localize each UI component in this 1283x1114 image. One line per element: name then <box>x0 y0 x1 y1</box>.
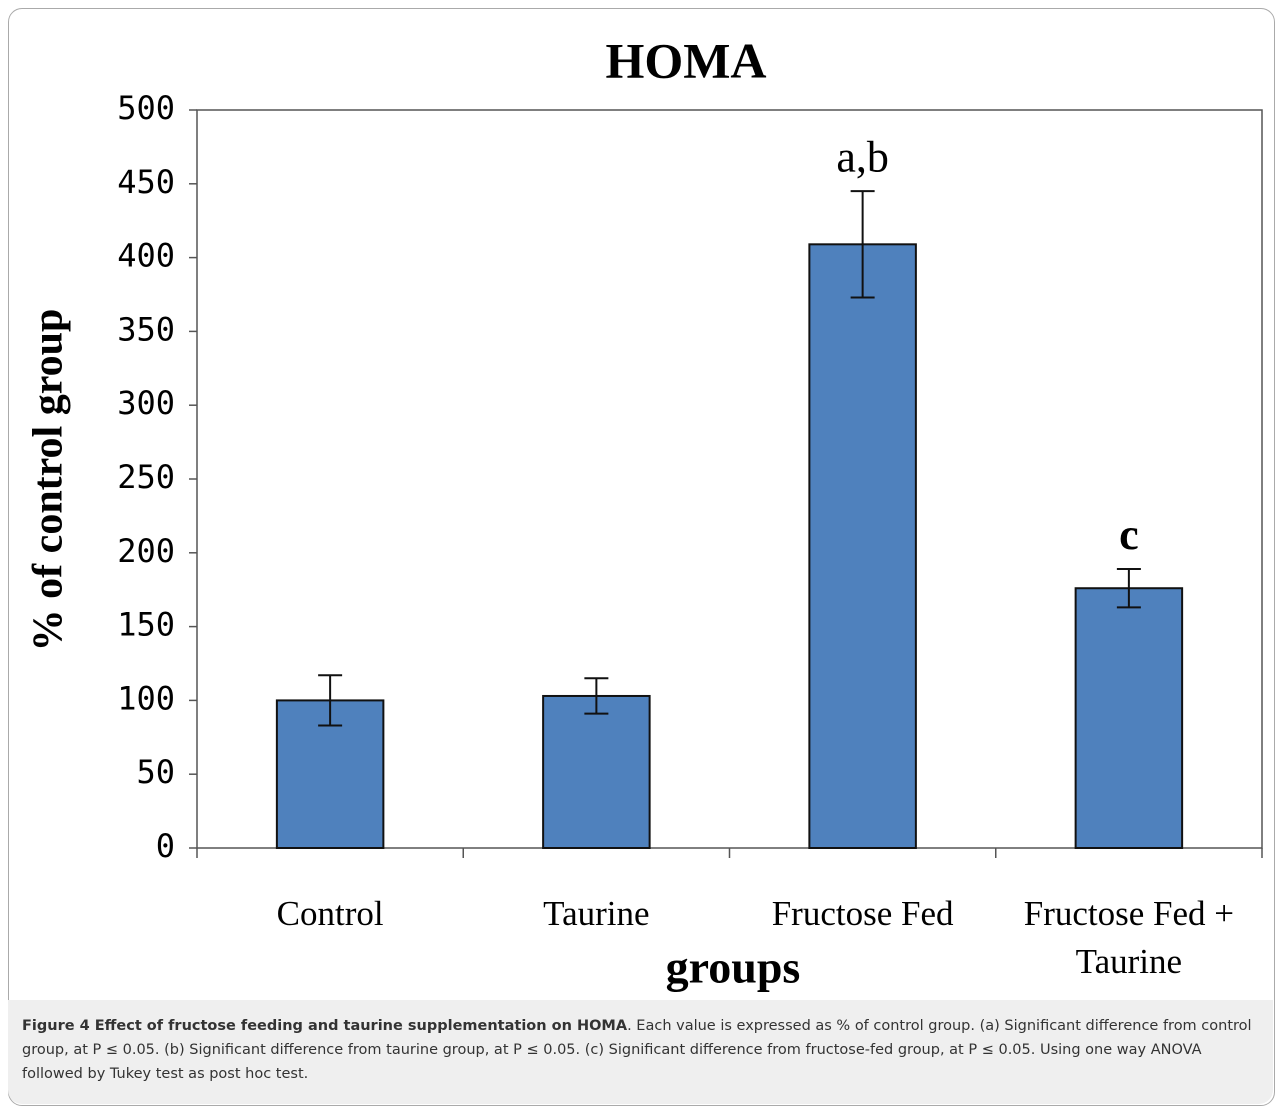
x-tick-label-box: Fructose Fed <box>771 894 954 933</box>
caption-label: Figure 4 Effect of fructose feeding and … <box>22 1018 628 1034</box>
caption-text: . Each value is expressed as % of contro… <box>22 1018 1252 1082</box>
error-bar <box>850 190 875 299</box>
y-tick-label: 0 <box>156 827 175 865</box>
y-tick-label: 400 <box>117 237 175 275</box>
annotation: a,b <box>836 132 889 181</box>
y-tick-label: 200 <box>117 532 175 570</box>
chart-title: HOMA <box>605 32 766 88</box>
x-tick-label-box: Taurine <box>543 894 650 933</box>
figure-frame <box>8 8 1275 1106</box>
y-tick-label: 250 <box>117 458 175 496</box>
x-axis-label: groups <box>666 942 801 993</box>
caption: Figure 4 Effect of fructose feeding and … <box>8 1000 1273 1104</box>
y-tick-label: 500 <box>117 89 175 127</box>
y-tick-label: 50 <box>136 753 175 791</box>
x-tick-label-box: Fructose Fed + Taurine <box>1023 894 1235 981</box>
error-bar <box>584 677 609 715</box>
y-tick-label: 150 <box>117 606 175 644</box>
y-tick-label: 350 <box>117 310 175 348</box>
bar <box>808 243 917 850</box>
x-tick-label: Taurine <box>543 894 650 933</box>
x-tick-label-box: Control <box>276 894 384 933</box>
y-axis-label: % of control group <box>26 309 72 652</box>
error-bar <box>318 674 343 727</box>
x-tick-label: Fructose Fed + Taurine <box>1023 894 1235 981</box>
y-tick-label: 300 <box>117 384 175 422</box>
chart: HOMA % of control group groups 0 50 100 150… <box>26 32 1263 993</box>
y-tick-label: 100 <box>117 679 175 717</box>
y-tick-label: 450 <box>117 163 175 201</box>
error-bar <box>1116 568 1141 609</box>
x-tick-label: Control <box>276 894 384 933</box>
bar <box>542 694 651 849</box>
bar <box>1074 587 1184 849</box>
x-tick-label: Fructose Fed <box>771 894 954 933</box>
annotation: c <box>1119 510 1139 559</box>
